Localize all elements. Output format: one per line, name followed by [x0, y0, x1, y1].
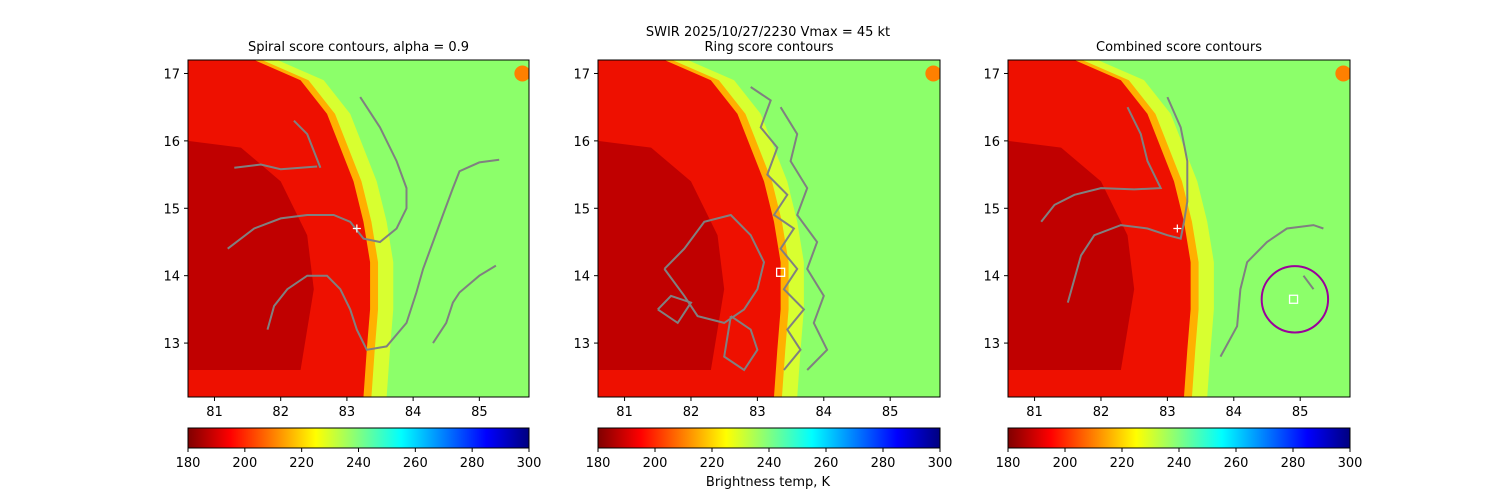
panel-3-xtick-label: 83: [1159, 405, 1176, 420]
panel-2-frame: [597, 59, 941, 398]
panel-3-warm-spot: [1335, 65, 1350, 82]
panel-2-contour-3: [663, 213, 766, 324]
panel-2-contour-4: [723, 315, 759, 372]
panel-1-ytick-label: 16: [163, 135, 180, 150]
panel-1-colorbar: [187, 427, 530, 449]
panel-3-colorbar-tick-label: 180: [996, 456, 1021, 471]
panel-2-image: [598, 60, 940, 397]
panel-1-xtick-label: 84: [405, 405, 422, 420]
panel-2-colorbar: [597, 427, 941, 449]
panel-2-ytick-label: 16: [573, 135, 590, 150]
panel-3-ytick-label: 16: [983, 135, 1000, 150]
panel-3-colorbar: [1007, 427, 1351, 449]
panel-2-title: Ring score contours: [704, 40, 833, 55]
panel-2-xtick-label: 84: [816, 405, 833, 420]
panel-2: Ring score contours 81 82 83 84 85 13 14 15 16 17 1…: [573, 40, 952, 471]
panel-3-contour-1: [1040, 106, 1163, 223]
panel-1-image: [188, 60, 529, 397]
panel-3-colorbar-tick-label: 240: [1167, 456, 1192, 471]
panel-3-ytick-label: 14: [983, 270, 1000, 285]
panel-1-colorbar-tick-label: 280: [460, 456, 485, 471]
panel-2-colorbar-tick-label: 280: [871, 456, 896, 471]
panel-2-warm-spot: [925, 65, 940, 82]
panels: Spiral score contours, alpha = 0.9 81 82 83…: [163, 40, 1362, 471]
panel-1-title: Spiral score contours, alpha = 0.9: [248, 40, 469, 55]
panel-1-contour-4: [266, 158, 500, 351]
panel-2-ytick-label: 17: [573, 67, 590, 82]
panel-3-colorbar-tick-label: 220: [1110, 456, 1135, 471]
panel-1-ytick-label: 14: [163, 270, 180, 285]
panel-3-center-plus-marker: [1173, 224, 1182, 233]
panel-3-colorbar-tick-label: 200: [1053, 456, 1078, 471]
panel-2-colorbar-tick-label: 300: [928, 456, 953, 471]
panel-3-colorbar-tick-label: 280: [1281, 456, 1306, 471]
panel-2-colorbar-tick-label: 180: [586, 456, 611, 471]
panel-1-ytick-label: 13: [163, 337, 180, 352]
panel-1-contour-5: [432, 264, 497, 344]
panel-1-colorbar-tick-label: 180: [176, 456, 201, 471]
panel-2-colorbar-tick-label: 200: [643, 456, 668, 471]
panel-3-xtick-label: 84: [1226, 405, 1243, 420]
colorbar-label: Brightness temp, K: [706, 475, 831, 490]
panel-1: Spiral score contours, alpha = 0.9 81 82 83…: [163, 40, 541, 471]
panel-2-center-square-marker: [775, 267, 786, 277]
panel-1-xtick-label: 81: [206, 405, 223, 420]
panel-3-colorbar-tick-label: 300: [1338, 456, 1363, 471]
panel-1-center-plus-marker: [352, 224, 361, 233]
panel-3-title: Combined score contours: [1096, 40, 1262, 55]
panel-3: Combined score contours 81 82 83 84 85 13 14 15 1…: [983, 40, 1362, 471]
panel-3-ytick-label: 17: [983, 67, 1000, 82]
panel-1-contour-2: [234, 163, 318, 171]
panel-3-frame: [1007, 59, 1351, 398]
panel-1-colorbar-tick-label: 260: [403, 456, 428, 471]
panel-3-contour-2: [1066, 96, 1189, 303]
panel-1-colorbar-tick-label: 300: [517, 456, 542, 471]
panel-2-contour-2: [779, 106, 829, 371]
figure-suptitle: SWIR 2025/10/27/2230 Vmax = 45 kt: [646, 25, 890, 40]
panel-3-xtick-label: 85: [1292, 405, 1309, 420]
panel-3-contour-3: [1219, 224, 1324, 358]
panel-2-contour-1: [750, 86, 806, 371]
panel-2-colorbar-tick-label: 240: [757, 456, 782, 471]
panel-1-coldest-core: [188, 140, 314, 371]
panel-1-colorbar-tick-label: 220: [289, 456, 314, 471]
panel-1-colorbar-tick-label: 240: [346, 456, 371, 471]
panel-1-warm-spot: [514, 65, 529, 82]
panel-2-colorbar-tick-label: 260: [814, 456, 839, 471]
panel-2-xtick-label: 85: [882, 405, 899, 420]
panel-3-ytick-label: 15: [983, 202, 1000, 217]
panel-3-xtick-label: 81: [1026, 405, 1043, 420]
panel-1-contour-3: [227, 96, 408, 250]
panel-3-ytick-label: 13: [983, 337, 1000, 352]
panel-2-xtick-label: 83: [749, 405, 766, 420]
panel-1-xtick-label: 85: [471, 405, 488, 420]
panel-1-ytick-label: 17: [163, 67, 180, 82]
panel-2-contour-5: [657, 294, 693, 325]
panel-2-xtick-label: 82: [683, 405, 700, 420]
panel-3-coldest-core: [1008, 140, 1135, 371]
panel-3-xtick-label: 82: [1093, 405, 1110, 420]
panel-1-colorbar-tick-label: 200: [232, 456, 257, 471]
panel-1-xtick-label: 82: [272, 405, 289, 420]
panel-3-colorbar-tick-label: 260: [1224, 456, 1249, 471]
panel-3-center-circle: [1260, 265, 1330, 334]
panel-2-xtick-label: 81: [616, 405, 633, 420]
panel-2-ytick-label: 14: [573, 270, 590, 285]
panel-2-ytick-label: 15: [573, 202, 590, 217]
panel-2-colorbar-tick-label: 220: [700, 456, 725, 471]
panel-1-frame: [187, 59, 530, 398]
panel-3-center-square-marker: [1288, 294, 1299, 304]
panel-1-ytick-label: 15: [163, 202, 180, 217]
panel-3-contour-4: [1302, 275, 1315, 290]
panel-2-coldest-core: [598, 140, 725, 371]
panel-1-xtick-label: 83: [339, 405, 356, 420]
panel-1-contour-1: [293, 119, 322, 169]
panel-2-ytick-label: 13: [573, 337, 590, 352]
